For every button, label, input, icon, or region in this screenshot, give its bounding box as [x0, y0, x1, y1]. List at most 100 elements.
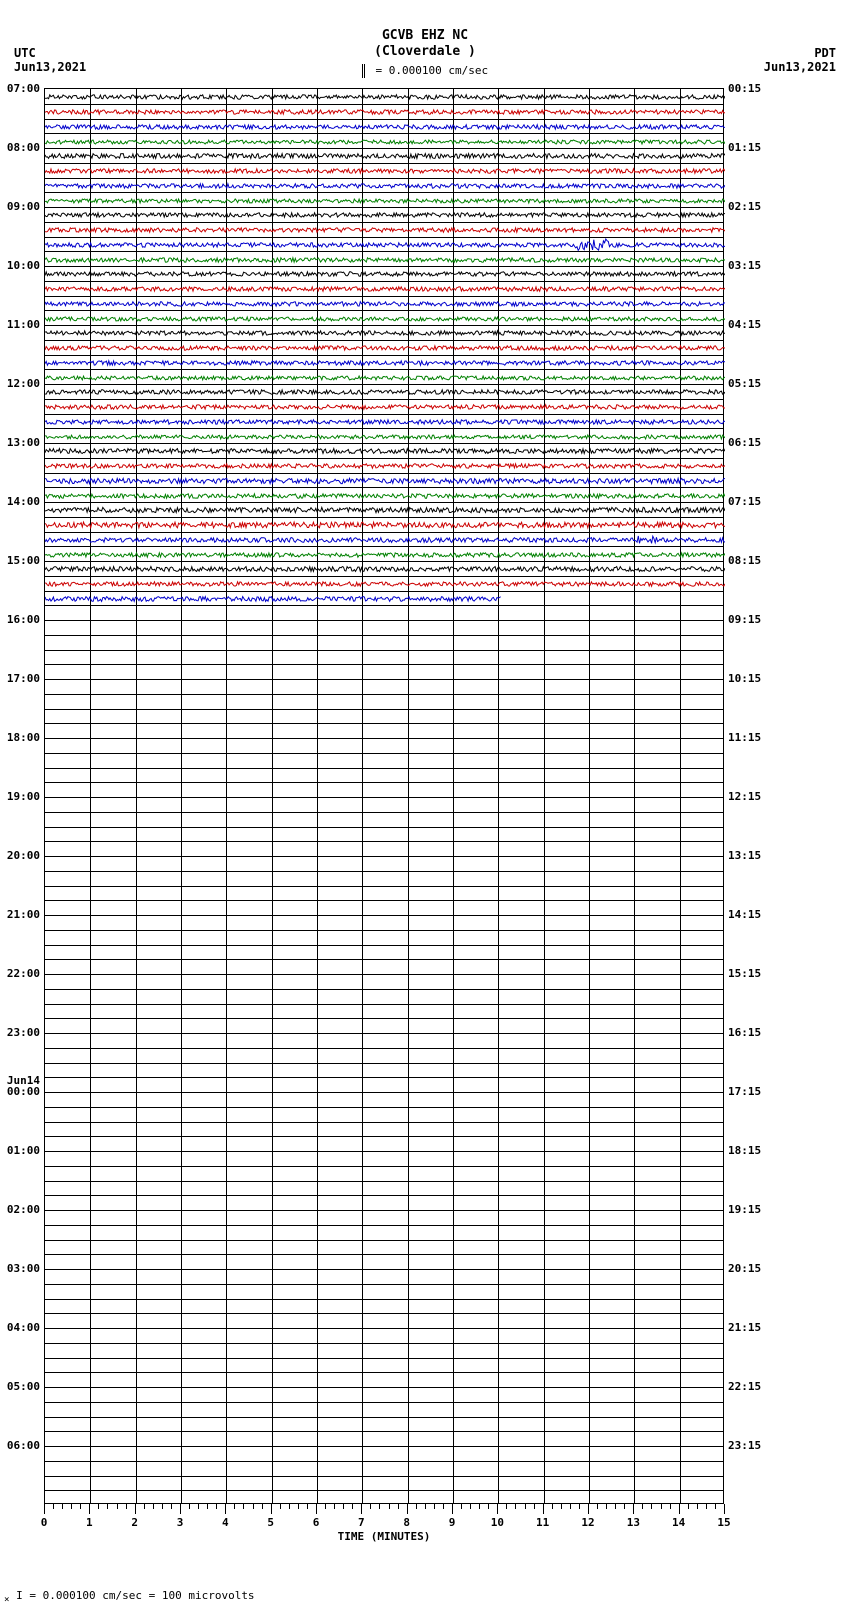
x-minor-tick — [706, 1504, 707, 1509]
left-time-label: 05:00 — [0, 1381, 40, 1392]
x-minor-tick — [661, 1504, 662, 1509]
seismic-trace — [45, 356, 725, 368]
seismic-trace — [45, 459, 725, 471]
tz-left-date: Jun13,2021 — [14, 60, 86, 74]
left-time-label: 01:00 — [0, 1145, 40, 1156]
left-time-label: 14:00 — [0, 496, 40, 507]
right-time-label: 18:15 — [728, 1145, 772, 1156]
row-grid-line — [45, 945, 723, 946]
title-line-2: (Cloverdale ) — [0, 44, 850, 60]
x-minor-tick — [207, 1504, 208, 1509]
x-minor-tick — [243, 1504, 244, 1509]
scale-label: = 0.000100 cm/sec — [376, 64, 489, 77]
right-time-label: 12:15 — [728, 791, 772, 802]
row-grid-line — [45, 1122, 723, 1123]
x-minor-tick — [62, 1504, 63, 1509]
x-minor-tick — [389, 1504, 390, 1509]
x-minor-tick — [298, 1504, 299, 1509]
seismic-trace — [45, 149, 725, 161]
row-grid-line — [45, 620, 723, 621]
x-minor-tick — [534, 1504, 535, 1509]
row-grid-line — [45, 650, 723, 651]
seismic-trace — [45, 430, 725, 442]
right-time-label: 22:15 — [728, 1381, 772, 1392]
x-minor-tick — [615, 1504, 616, 1509]
right-time-label: 19:15 — [728, 1204, 772, 1215]
seismic-trace — [45, 415, 725, 427]
x-major-tick — [407, 1504, 408, 1514]
x-tick-label: 13 — [627, 1516, 640, 1529]
x-minor-tick — [370, 1504, 371, 1509]
x-major-tick — [271, 1504, 272, 1514]
x-minor-tick — [624, 1504, 625, 1509]
x-tick-label: 12 — [581, 1516, 594, 1529]
x-major-tick — [679, 1504, 680, 1514]
footer-scale: × I = 0.000100 cm/sec = 100 microvolts — [4, 1589, 255, 1605]
row-grid-line — [45, 827, 723, 828]
x-minor-tick — [570, 1504, 571, 1509]
x-minor-tick — [379, 1504, 380, 1509]
seismic-trace — [45, 297, 725, 309]
row-grid-line — [45, 1077, 723, 1078]
right-time-label: 05:15 — [728, 378, 772, 389]
x-major-tick — [724, 1504, 725, 1514]
row-grid-line — [45, 1402, 723, 1403]
x-minor-tick — [325, 1504, 326, 1509]
seismic-trace — [45, 533, 725, 545]
row-grid-line — [45, 709, 723, 710]
left-time-label: 10:00 — [0, 260, 40, 271]
seismic-trace — [45, 208, 725, 220]
x-minor-tick — [171, 1504, 172, 1509]
row-grid-line — [45, 1431, 723, 1432]
x-minor-tick — [144, 1504, 145, 1509]
x-minor-tick — [443, 1504, 444, 1509]
x-tick-label: 9 — [449, 1516, 456, 1529]
row-grid-line — [45, 1210, 723, 1211]
row-grid-line — [45, 1033, 723, 1034]
x-minor-tick — [153, 1504, 154, 1509]
right-time-label: 11:15 — [728, 732, 772, 743]
x-tick-label: 10 — [491, 1516, 504, 1529]
x-major-tick — [452, 1504, 453, 1514]
tz-left-block: UTC Jun13,2021 — [14, 46, 86, 75]
row-grid-line — [45, 1004, 723, 1005]
x-minor-tick — [53, 1504, 54, 1509]
tz-left-label: UTC — [14, 46, 86, 60]
row-grid-line — [45, 664, 723, 665]
row-grid-line — [45, 1387, 723, 1388]
right-time-label: 00:15 — [728, 83, 772, 94]
row-grid-line — [45, 1328, 723, 1329]
x-minor-tick — [461, 1504, 462, 1509]
left-time-label: 18:00 — [0, 732, 40, 743]
seismic-trace — [45, 135, 725, 147]
right-time-label: 10:15 — [728, 673, 772, 684]
left-time-label: 11:00 — [0, 319, 40, 330]
seismic-trace — [45, 444, 725, 456]
left-time-label: 16:00 — [0, 614, 40, 625]
seismic-trace — [45, 120, 725, 132]
x-tick-label: 7 — [358, 1516, 365, 1529]
row-grid-line — [45, 1417, 723, 1418]
x-minor-tick — [552, 1504, 553, 1509]
seismic-trace — [45, 592, 501, 604]
x-major-tick — [543, 1504, 544, 1514]
row-grid-line — [45, 1181, 723, 1182]
x-minor-tick — [334, 1504, 335, 1509]
seismic-trace — [45, 253, 725, 265]
right-time-label: 09:15 — [728, 614, 772, 625]
left-time-label: 23:00 — [0, 1027, 40, 1038]
scale-indicator: = 0.000100 cm/sec — [0, 64, 850, 78]
left-time-label: 02:00 — [0, 1204, 40, 1215]
seismic-trace — [45, 341, 725, 353]
right-time-label: 23:15 — [728, 1440, 772, 1451]
row-grid-line — [45, 915, 723, 916]
right-time-label: 03:15 — [728, 260, 772, 271]
x-tick-label: 14 — [672, 1516, 685, 1529]
x-minor-tick — [597, 1504, 598, 1509]
row-grid-line — [45, 679, 723, 680]
left-time-label: 04:00 — [0, 1322, 40, 1333]
right-time-label: 13:15 — [728, 850, 772, 861]
seismic-trace — [45, 194, 725, 206]
row-grid-line — [45, 723, 723, 724]
seismic-trace — [45, 371, 725, 383]
